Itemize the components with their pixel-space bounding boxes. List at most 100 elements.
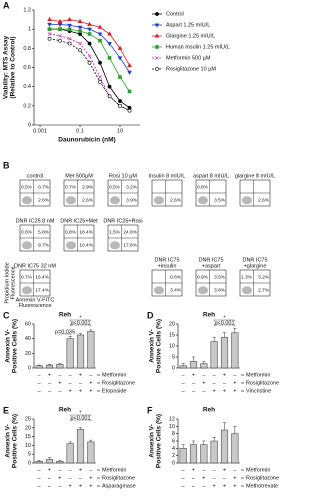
marker: [97, 24, 103, 29]
quadrant-percent: 16.4%: [35, 274, 49, 280]
y-tick-label: 1.2: [23, 7, 31, 13]
error-bar: [48, 457, 51, 460]
y-tick-label: 10: [169, 343, 175, 349]
bar: [76, 334, 85, 369]
cell-cloud: [66, 241, 76, 250]
bar: [220, 429, 229, 464]
condition-sign: +: [89, 483, 92, 489]
condition-sign: –: [192, 475, 196, 481]
y-tick-label: 4: [172, 446, 175, 452]
marker: [154, 23, 160, 28]
error-bar: [181, 444, 185, 449]
annotation: p=0.035: [55, 329, 75, 335]
error-bar: [58, 460, 62, 462]
condition-sign: –: [69, 475, 73, 481]
bar: [56, 460, 64, 464]
condition-sign: –: [48, 388, 52, 394]
marker: [154, 33, 160, 38]
plot-title: Met 500µM: [65, 173, 93, 179]
annotation-bracket: [213, 324, 236, 326]
marker: [47, 32, 52, 36]
condition-sign: –: [79, 475, 83, 481]
condition-sign: –: [233, 467, 237, 473]
legend-label: Aspart 1.25 mIU/L: [166, 22, 210, 28]
condition-sign: +: [233, 475, 236, 481]
y-axis-label: (Relative to Control): [10, 36, 17, 98]
quadrant-percent: 0.5%: [21, 184, 33, 190]
condition-sign: +: [223, 483, 226, 489]
error-bar: [202, 440, 206, 445]
plot-title: +insulin: [158, 263, 177, 269]
legend-label: Rosiglitazone 10 µM: [166, 66, 216, 72]
marker: [87, 60, 92, 65]
cell-cloud: [242, 286, 252, 295]
condition-name: Rosiglitazone: [102, 475, 135, 481]
flow-x-axis-label: Fluorescence: [18, 303, 51, 309]
y-tick-label: 0: [28, 122, 31, 128]
error-bar: [37, 460, 41, 462]
y-axis-label: Annexin V-: [5, 329, 12, 363]
marker: [87, 27, 92, 32]
condition-sign: –: [223, 475, 227, 481]
condition-sign: +: [89, 475, 92, 481]
y-tick-label: 60: [25, 321, 31, 327]
y-tick-label: 0: [28, 460, 31, 466]
cell-cloud: [198, 196, 208, 205]
y-tick-label: 5: [28, 452, 31, 458]
plot-title: glargine 8 mIU/L: [235, 173, 275, 179]
quadrant-percent: 1.5%: [109, 229, 121, 235]
flow-y-axis-label: Fluorescence: [10, 266, 16, 299]
marker: [155, 67, 159, 71]
annotation-bracket: [59, 333, 71, 335]
quadrant-percent: 3.2%: [126, 184, 138, 190]
bar: [66, 443, 74, 464]
figure: A 0 0.2 0.4 0.6 0.8 1 1.2 0.001 0.1 10 Viability: M…: [3, 0, 279, 489]
marker: [127, 108, 132, 113]
bar: [200, 363, 208, 369]
condition-sign: –: [89, 467, 93, 473]
condition-name: Metformin: [246, 467, 270, 473]
legend-label: Control: [166, 11, 184, 17]
error-bar: [202, 361, 206, 364]
legend-label: Human Insulin 1.25 mIU/L: [166, 44, 230, 50]
condition-name: Metformin: [246, 372, 270, 378]
condition-sign: +: [192, 372, 195, 378]
condition-name: Vincristine: [246, 388, 271, 394]
marker: [127, 62, 132, 68]
condition-sign: +: [213, 483, 216, 489]
plot-title: Rosi 10 µM: [109, 173, 137, 179]
marker: [107, 42, 112, 47]
condition-sign: +: [58, 475, 61, 481]
y-tick-label: 15: [25, 434, 31, 440]
chart-title: Reh: [59, 312, 71, 319]
marker: [98, 79, 102, 84]
y-tick-label: 0: [28, 365, 31, 371]
bar: [210, 341, 218, 369]
y-tick-label: 12: [169, 416, 175, 422]
y-axis-label: Positive Cells (%): [12, 414, 19, 468]
condition-sign: –: [182, 475, 186, 481]
plot-title: +glargine: [244, 263, 267, 269]
error-bar: [212, 336, 216, 342]
plot-title: Insulin 8 mIU/L: [149, 173, 186, 179]
error-bar: [212, 437, 216, 441]
marker: [155, 12, 159, 16]
y-tick-label: 40: [25, 336, 31, 342]
condition-sign: +: [79, 467, 82, 473]
y-tick-label: 0.2: [23, 103, 31, 109]
quadrant-percent: 0.8%: [65, 229, 77, 235]
marker: [67, 23, 72, 28]
condition-sign: +: [202, 380, 205, 386]
y-axis-label: Positive Cells (%): [12, 319, 19, 373]
plot-title: DNR IC25+Rosi: [103, 218, 142, 224]
marker: [47, 16, 52, 22]
marker: [127, 89, 132, 94]
condition-name: Rosiglitazone: [102, 380, 135, 386]
quadrant-percent: 24.8%: [123, 229, 137, 235]
cell-cloud: [154, 196, 164, 205]
annotation: *: [79, 410, 82, 416]
cell-cloud: [242, 196, 252, 205]
marker: [47, 22, 52, 27]
y-tick-label: 10: [169, 424, 175, 430]
marker: [98, 75, 102, 79]
